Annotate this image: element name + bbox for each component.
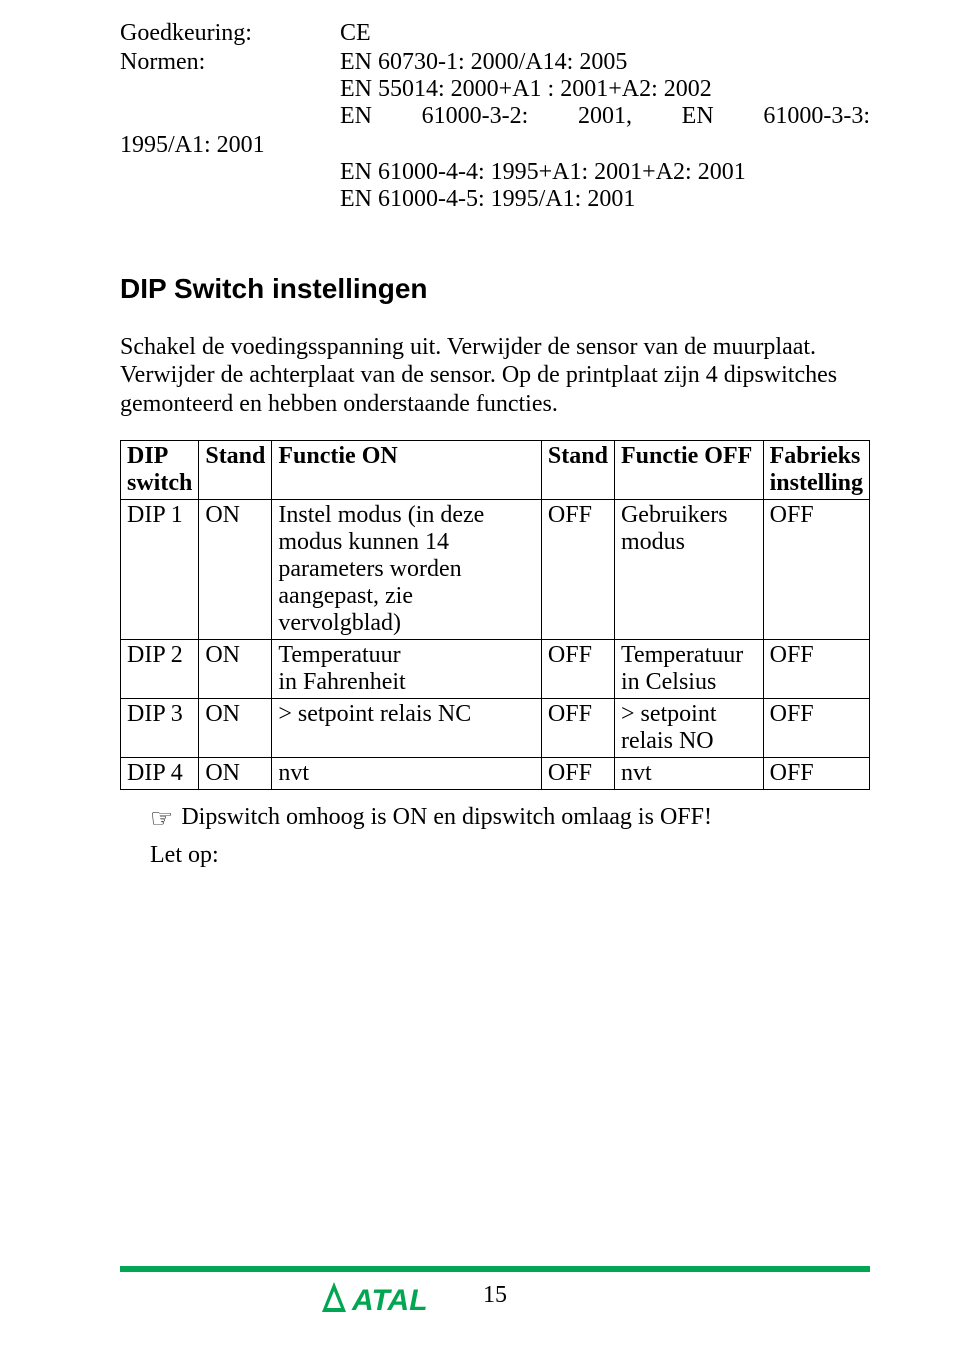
norms-cont-1: EN 61000-4-5: 1995/A1: 2001 xyxy=(340,186,870,213)
spec-approval-label: Goedkeuring: xyxy=(120,20,340,47)
table-cell: DIP 1 xyxy=(121,499,199,639)
table-cell: OFF xyxy=(763,499,869,639)
table-cell: ON xyxy=(199,698,272,757)
table-row: DIP 2ONTemperatuurin FahrenheitOFFTemper… xyxy=(121,639,870,698)
col-functie-off: Functie OFF xyxy=(614,440,763,499)
table-cell: > setpoint relais NC xyxy=(272,698,542,757)
norms-year-1995: 1995/A1: 2001 xyxy=(120,132,870,159)
table-cell: > setpoint relais NO xyxy=(614,698,763,757)
note-row: ☞ Dipswitch omhoog is ON en dipswitch om… xyxy=(150,804,870,832)
dip-table-head: DIPswitch Stand Functie ON Stand Functie… xyxy=(121,440,870,499)
norms-line-1: EN 55014: 2000+A1 : 2001+A2: 2002 xyxy=(340,76,870,103)
table-cell: nvt xyxy=(614,757,763,789)
dip-table-body: DIP 1ONInstel modus (in deze modus kunne… xyxy=(121,499,870,789)
section-heading: DIP Switch instellingen xyxy=(120,273,870,305)
page-footer: ATAL 15 xyxy=(0,1266,960,1309)
dip-table: DIPswitch Stand Functie ON Stand Functie… xyxy=(120,440,870,790)
spec-approval-value: CE xyxy=(340,20,870,47)
page-content: Goedkeuring: CE Normen: EN 60730-1: 2000… xyxy=(0,0,960,869)
footer-row: ATAL 15 xyxy=(120,1282,870,1309)
footer-green-line xyxy=(120,1266,870,1272)
note-text: Dipswitch omhoog is ON en dipswitch omla… xyxy=(181,804,712,831)
spec-norms-values: EN 60730-1: 2000/A14: 2005 EN 55014: 200… xyxy=(340,49,870,130)
norms-cont-0: EN 61000-4-4: 1995+A1: 2001+A2: 2001 xyxy=(340,159,870,186)
table-cell: Temperatuurin Fahrenheit xyxy=(272,639,542,698)
table-cell: DIP 2 xyxy=(121,639,199,698)
table-cell: ON xyxy=(199,499,272,639)
table-row: DIP 3ON> setpoint relais NCOFF> setpoint… xyxy=(121,698,870,757)
norms-line-0: EN 60730-1: 2000/A14: 2005 xyxy=(340,49,870,76)
table-cell: OFF xyxy=(763,757,869,789)
let-op-label: Let op: xyxy=(150,842,870,869)
table-cell: OFF xyxy=(541,757,614,789)
hand-point-icon: ☞ xyxy=(150,806,173,832)
norms-line-2: EN 61000-3-2: 2001, EN 61000-3-3: xyxy=(340,103,870,130)
table-cell: DIP 3 xyxy=(121,698,199,757)
spec-approval-row: Goedkeuring: CE xyxy=(120,20,870,47)
col-functie-on: Functie ON xyxy=(272,440,542,499)
spec-norms-label: Normen: xyxy=(120,49,340,130)
table-cell: OFF xyxy=(541,639,614,698)
col-dip: DIPswitch xyxy=(121,440,199,499)
table-row: DIP 1ONInstel modus (in deze modus kunne… xyxy=(121,499,870,639)
table-cell: Instel modus (in deze modus kunnen 14 pa… xyxy=(272,499,542,639)
table-cell: nvt xyxy=(272,757,542,789)
page-number: 15 xyxy=(483,1282,507,1309)
table-cell: OFF xyxy=(541,499,614,639)
table-cell: Temperatuurin Celsius xyxy=(614,639,763,698)
table-cell: OFF xyxy=(763,698,869,757)
col-fabrieks: Fabrieksinstelling xyxy=(763,440,869,499)
table-cell: ON xyxy=(199,757,272,789)
table-row: DIP 4ONnvtOFFnvtOFF xyxy=(121,757,870,789)
spec-norms-row: Normen: EN 60730-1: 2000/A14: 2005 EN 55… xyxy=(120,49,870,130)
svg-text:ATAL: ATAL xyxy=(351,1284,428,1317)
intro-paragraph: Schakel de voedingsspanning uit. Verwijd… xyxy=(120,333,870,418)
col-stand-off: Stand xyxy=(541,440,614,499)
table-cell: OFF xyxy=(763,639,869,698)
table-cell: ON xyxy=(199,639,272,698)
table-cell: Gebruikers modus xyxy=(614,499,763,639)
col-stand-on: Stand xyxy=(199,440,272,499)
table-cell: OFF xyxy=(541,698,614,757)
table-cell: DIP 4 xyxy=(121,757,199,789)
dip-header-row: DIPswitch Stand Functie ON Stand Functie… xyxy=(121,440,870,499)
atal-logo: ATAL xyxy=(320,1278,450,1328)
